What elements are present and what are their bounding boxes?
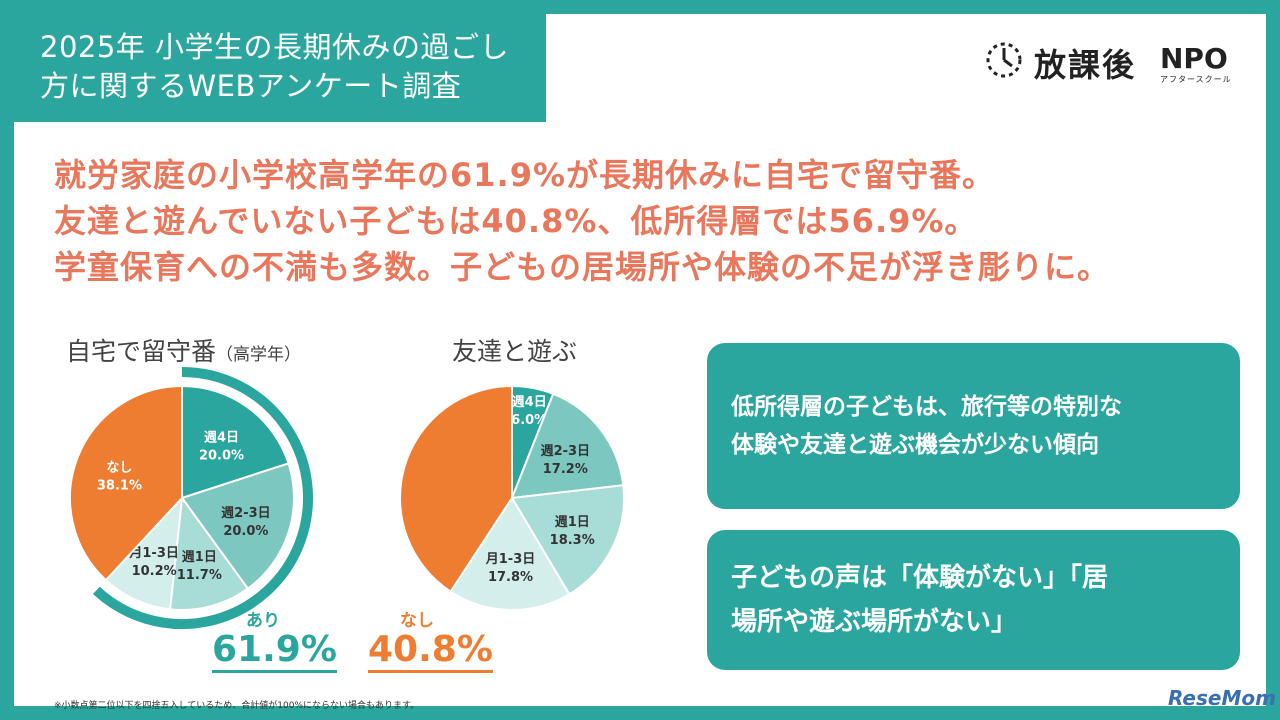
callout-low-income-line1: 低所得層の子どもは、旅行等の特別な — [731, 394, 1122, 420]
resemom-watermark: ReseMom — [1168, 686, 1276, 710]
pie-slice — [510, 392, 625, 500]
callout-children-voice-line1: 子どもの声は「体験がない」「居 — [731, 563, 1109, 593]
slice-value: 17.2% — [543, 462, 588, 477]
pie-slice — [510, 484, 625, 596]
survey-title-line1: 2025年 小学生の長期休みの過ごし — [40, 30, 510, 64]
pie-slice — [449, 496, 571, 611]
footnote: ※小数点第二位以下を四捨五入しているため、合計値が100%にならない場合もありま… — [54, 701, 420, 711]
highlight-arc — [92, 367, 313, 629]
headline-line3: 学童保育への不満も多数。子どもの居場所や体験の不足が浮き彫りに。 — [54, 248, 1111, 286]
slice-label: 週1日 — [182, 550, 217, 565]
header-band: 2025年 小学生の長期休みの過ごし 方に関するWEBアンケート調査 — [14, 14, 546, 122]
slice-label: 月1-3日 — [128, 546, 179, 561]
logo-name: 放課後 — [1034, 46, 1137, 84]
headline-line2: 友達と遊んでいない子どもは40.8%、低所得層では56.9%。 — [54, 202, 978, 240]
clock-icon — [986, 42, 1022, 78]
pie-slice — [181, 384, 290, 500]
survey-title-line2: 方に関するWEBアンケート調査 — [40, 69, 462, 103]
pie-slice — [168, 495, 250, 611]
slice-label: 週1日 — [555, 515, 590, 530]
friends-highlight-label: なし — [400, 611, 434, 631]
headline: 就労家庭の小学校高学年の61.9%が長期休みに自宅で留守番。 友達と遊んでいない… — [54, 152, 1110, 290]
pie-slice — [180, 462, 295, 591]
friends-pie-chart: 週4日 6.0% 週2-3日 17.2% 週1日 18.3% 月1-3日 17.8% — [399, 384, 625, 611]
callout-children-voice-line2: 場所や遊ぶ場所がない」 — [731, 607, 1018, 637]
home-highlight-label: あり — [246, 611, 280, 631]
home-highlight-value: 61.9% — [212, 630, 337, 673]
slice-label: 週4日 — [204, 431, 239, 446]
survey-title: 2025年 小学生の長期休みの過ごし 方に関するWEBアンケート調査 — [40, 28, 540, 106]
home-chart-title: 自宅で留守番（高学年） — [66, 332, 301, 368]
pie-slice — [399, 384, 513, 594]
main-panel: 2025年 小学生の長期休みの過ごし 方に関するWEBアンケート調査 放課後 N… — [14, 14, 1266, 711]
slice-value: 6.0% — [511, 413, 547, 428]
home-chart-title-text: 自宅で留守番 — [66, 337, 217, 366]
slice-value: 38.1% — [97, 478, 142, 493]
callout-low-income: 低所得層の子どもは、旅行等の特別な 体験や友達と遊ぶ機会が少ない傾向 — [707, 343, 1240, 509]
headline-line1: 就労家庭の小学校高学年の61.9%が長期休みに自宅で留守番。 — [54, 156, 996, 194]
pie-slice — [104, 495, 184, 611]
home-pie-chart: 週4日 20.0% 週2-3日 20.0% 週1日 11.7% 月1-3日 10.2% なし 38… — [69, 367, 313, 629]
slice-label: 月1-3日 — [485, 552, 536, 567]
slice-label: 週2-3日 — [541, 444, 591, 459]
callout-low-income-line2: 体験や友達と遊ぶ機会が少ない傾向 — [731, 432, 1099, 458]
slice-value: 18.3% — [550, 533, 595, 548]
home-chart-title-note: （高学年） — [216, 345, 302, 365]
logo-subtitle: アフタースクール — [1160, 75, 1232, 84]
friends-chart-title: 友達と遊ぶ — [452, 337, 578, 366]
callout-children-voice: 子どもの声は「体験がない」「居 場所や遊ぶ場所がない」 — [707, 530, 1240, 670]
friends-highlight-value: 40.8% — [368, 630, 493, 673]
slice-value: 20.0% — [223, 524, 268, 539]
logo-npo: NPO — [1160, 42, 1228, 75]
slice-value: 11.7% — [177, 568, 222, 583]
logo: 放課後 NPO アフタースクール — [982, 38, 1252, 86]
pie-slice — [69, 384, 183, 582]
slice-label: 週2-3日 — [221, 506, 271, 521]
slice-label: 週4日 — [512, 395, 547, 410]
slice-value: 20.0% — [199, 449, 244, 464]
slice-value: 10.2% — [132, 564, 177, 579]
slice-value: 17.8% — [488, 570, 533, 585]
slice-label: なし — [106, 460, 132, 475]
